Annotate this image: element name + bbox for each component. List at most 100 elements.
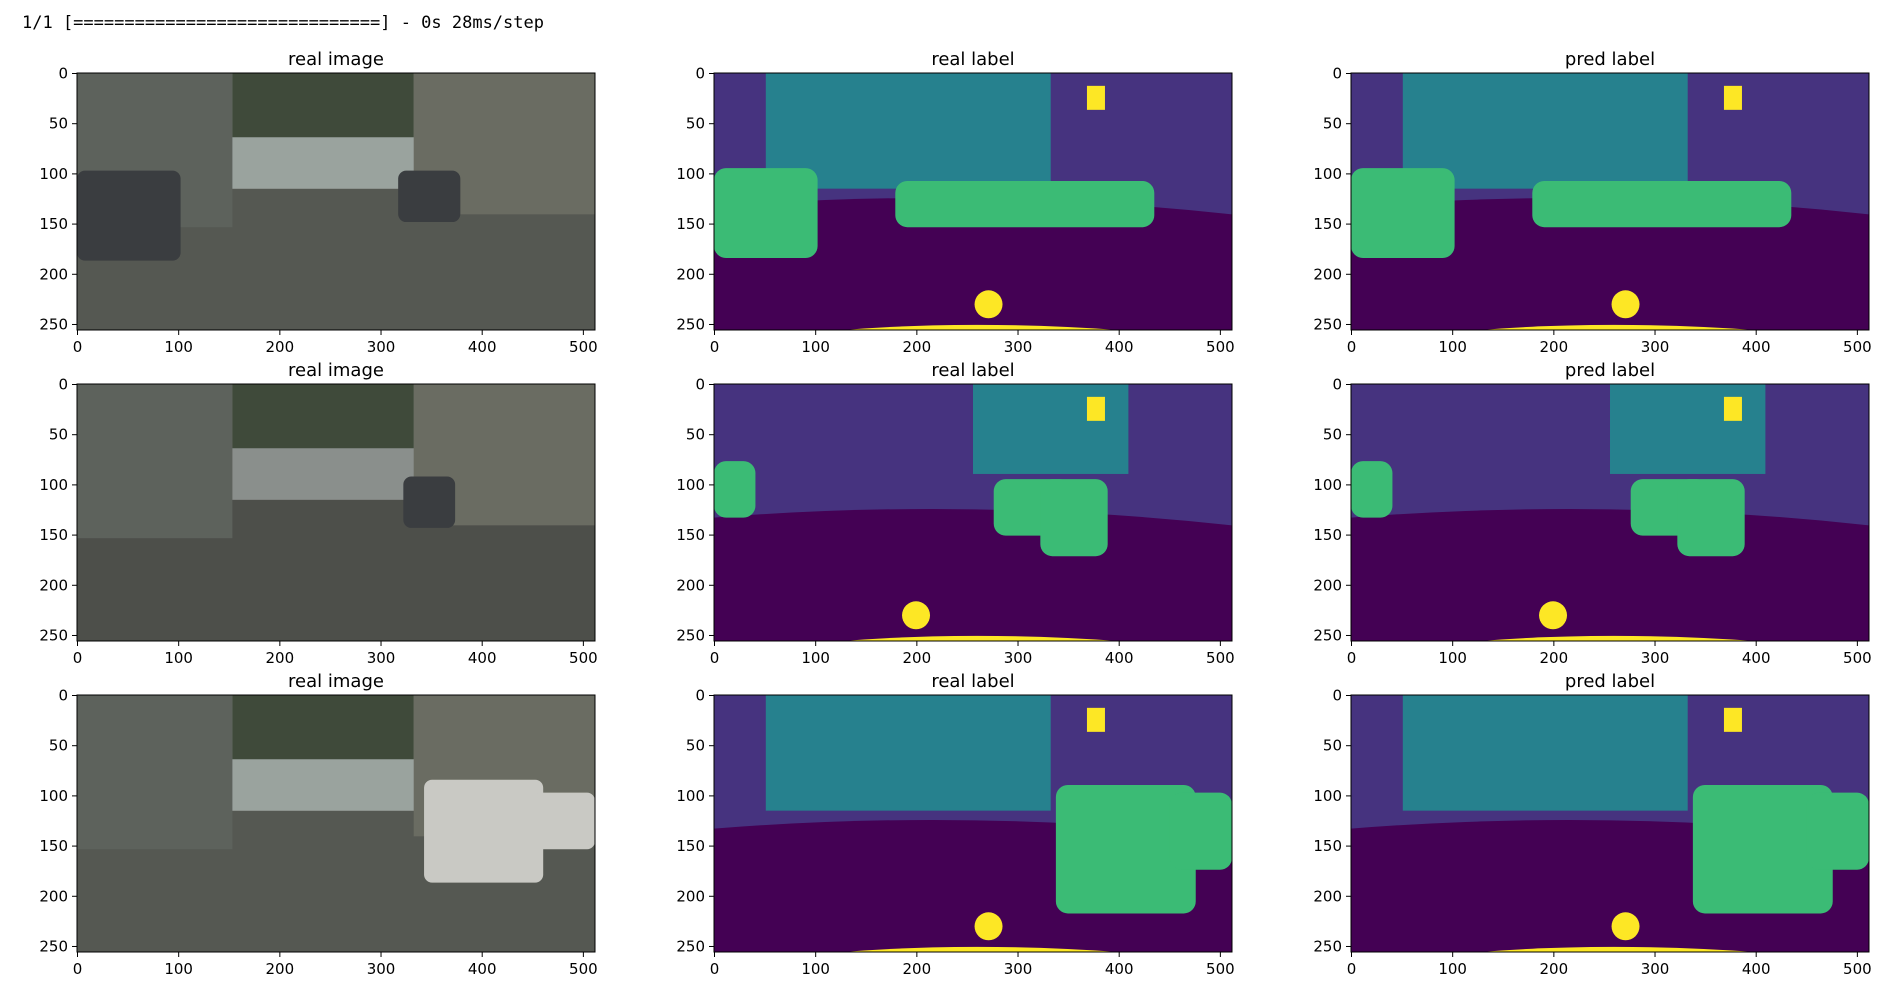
vehicle-class: [1692, 784, 1833, 914]
y-tick-label: 250: [39, 626, 68, 644]
x-tick-label: 200: [903, 649, 932, 667]
y-tick-label: 250: [39, 315, 68, 333]
y-tick-label: 50: [1323, 115, 1342, 133]
x-tick-label: 100: [164, 649, 193, 667]
vehicle-class: [1532, 180, 1792, 228]
subplot: pred label 0 100 200 300 400 500 0 50 100 150 200 25…: [1313, 49, 1871, 356]
vehicle-class: [1677, 479, 1745, 557]
image-content: [714, 695, 1232, 952]
y-tick-label: 100: [676, 165, 705, 183]
ego-vehicle-star: [974, 290, 1003, 319]
building-class: [973, 384, 1129, 474]
road-class: [714, 197, 1232, 330]
x-tick-label: 0: [1347, 960, 1357, 978]
image-content: [77, 695, 595, 952]
x-tick-label: 400: [468, 338, 497, 356]
building-left: [77, 384, 233, 539]
x-tick-label: 300: [1004, 960, 1033, 978]
y-tick-label: 250: [1313, 626, 1342, 644]
y-tick-label: 150: [1313, 215, 1342, 233]
y-tick-label: 0: [58, 376, 68, 394]
vehicle-class: [714, 461, 756, 518]
x-tick-label: 500: [1843, 649, 1872, 667]
trees: [232, 73, 414, 138]
x-tick-label: 300: [1641, 649, 1670, 667]
y-tick-label: 100: [1313, 476, 1342, 494]
x-tick-label: 100: [1438, 960, 1467, 978]
y-tick-label: 250: [676, 626, 705, 644]
car: [403, 476, 456, 528]
vehicle-class: [1040, 479, 1108, 557]
x-tick-label: 0: [73, 649, 83, 667]
x-tick-label: 400: [1742, 338, 1771, 356]
subplot: real label 0 100 200 300 400 500 0 50 100 150 200 25…: [676, 49, 1234, 356]
x-tick-label: 400: [468, 960, 497, 978]
y-tick-label: 250: [1313, 937, 1342, 955]
image-content: [77, 384, 595, 641]
axes-frame: [1350, 383, 1870, 642]
x-tick-label: 500: [1843, 338, 1872, 356]
x-tick-label: 300: [1004, 338, 1033, 356]
x-tick-label: 0: [710, 960, 720, 978]
x-tick-label: 200: [266, 960, 295, 978]
x-tick-label: 100: [1438, 649, 1467, 667]
building-class: [1402, 695, 1688, 811]
ego-vehicle-star: [902, 601, 931, 630]
axes-frame: [76, 383, 596, 642]
y-tick-label: 200: [676, 265, 705, 283]
subplot: real label 0 100 200 300 400 500 0 50 100 150 200 25…: [676, 671, 1234, 978]
x-tick-label: 400: [1742, 960, 1771, 978]
y-tick-label: 150: [676, 215, 705, 233]
x-tick-label: 400: [1105, 649, 1134, 667]
x-tick-label: 300: [367, 960, 396, 978]
trees: [232, 695, 414, 760]
y-tick-label: 200: [39, 265, 68, 283]
subplot-title: pred label: [1565, 49, 1655, 70]
axes-frame: [713, 694, 1233, 953]
y-tick-label: 50: [686, 115, 705, 133]
ego-vehicle-star: [1539, 601, 1568, 630]
ego-vehicle-star: [974, 912, 1003, 941]
car: [77, 170, 181, 261]
vehicle-class: [1351, 461, 1393, 518]
x-tick-label: 0: [73, 960, 83, 978]
vehicle-class: [1806, 792, 1869, 870]
x-tick-label: 500: [569, 960, 598, 978]
x-tick-label: 400: [468, 649, 497, 667]
x-tick-label: 100: [801, 649, 830, 667]
axes-frame: [1350, 694, 1870, 953]
small-object: [1723, 396, 1742, 421]
x-tick-label: 200: [266, 338, 295, 356]
y-tick-label: 0: [58, 687, 68, 705]
subplot-title: real label: [931, 49, 1014, 70]
subplot: pred label 0 100 200 300 400 500 0 50 100 150 200 25…: [1313, 671, 1871, 978]
vehicle-class: [1351, 168, 1455, 259]
x-tick-label: 500: [1206, 649, 1235, 667]
y-tick-label: 100: [39, 165, 68, 183]
y-tick-label: 100: [676, 476, 705, 494]
x-tick-label: 300: [367, 649, 396, 667]
y-tick-label: 250: [1313, 315, 1342, 333]
ego-vehicle-class: [843, 324, 1119, 330]
small-object: [1086, 396, 1105, 421]
y-tick-label: 200: [1313, 265, 1342, 283]
y-tick-label: 50: [1323, 737, 1342, 755]
y-tick-label: 200: [39, 576, 68, 594]
y-tick-label: 250: [676, 937, 705, 955]
y-tick-label: 0: [695, 687, 705, 705]
y-tick-label: 200: [1313, 576, 1342, 594]
x-tick-label: 0: [710, 649, 720, 667]
y-tick-label: 0: [1332, 65, 1342, 83]
y-tick-label: 0: [1332, 687, 1342, 705]
x-tick-label: 500: [569, 649, 598, 667]
building-class: [765, 695, 1051, 811]
image-content: [1351, 73, 1869, 330]
trees: [232, 384, 414, 449]
x-tick-label: 100: [801, 960, 830, 978]
y-tick-label: 100: [39, 476, 68, 494]
building-class: [765, 73, 1051, 189]
x-tick-label: 0: [1347, 338, 1357, 356]
y-tick-label: 0: [58, 65, 68, 83]
y-tick-label: 0: [1332, 376, 1342, 394]
